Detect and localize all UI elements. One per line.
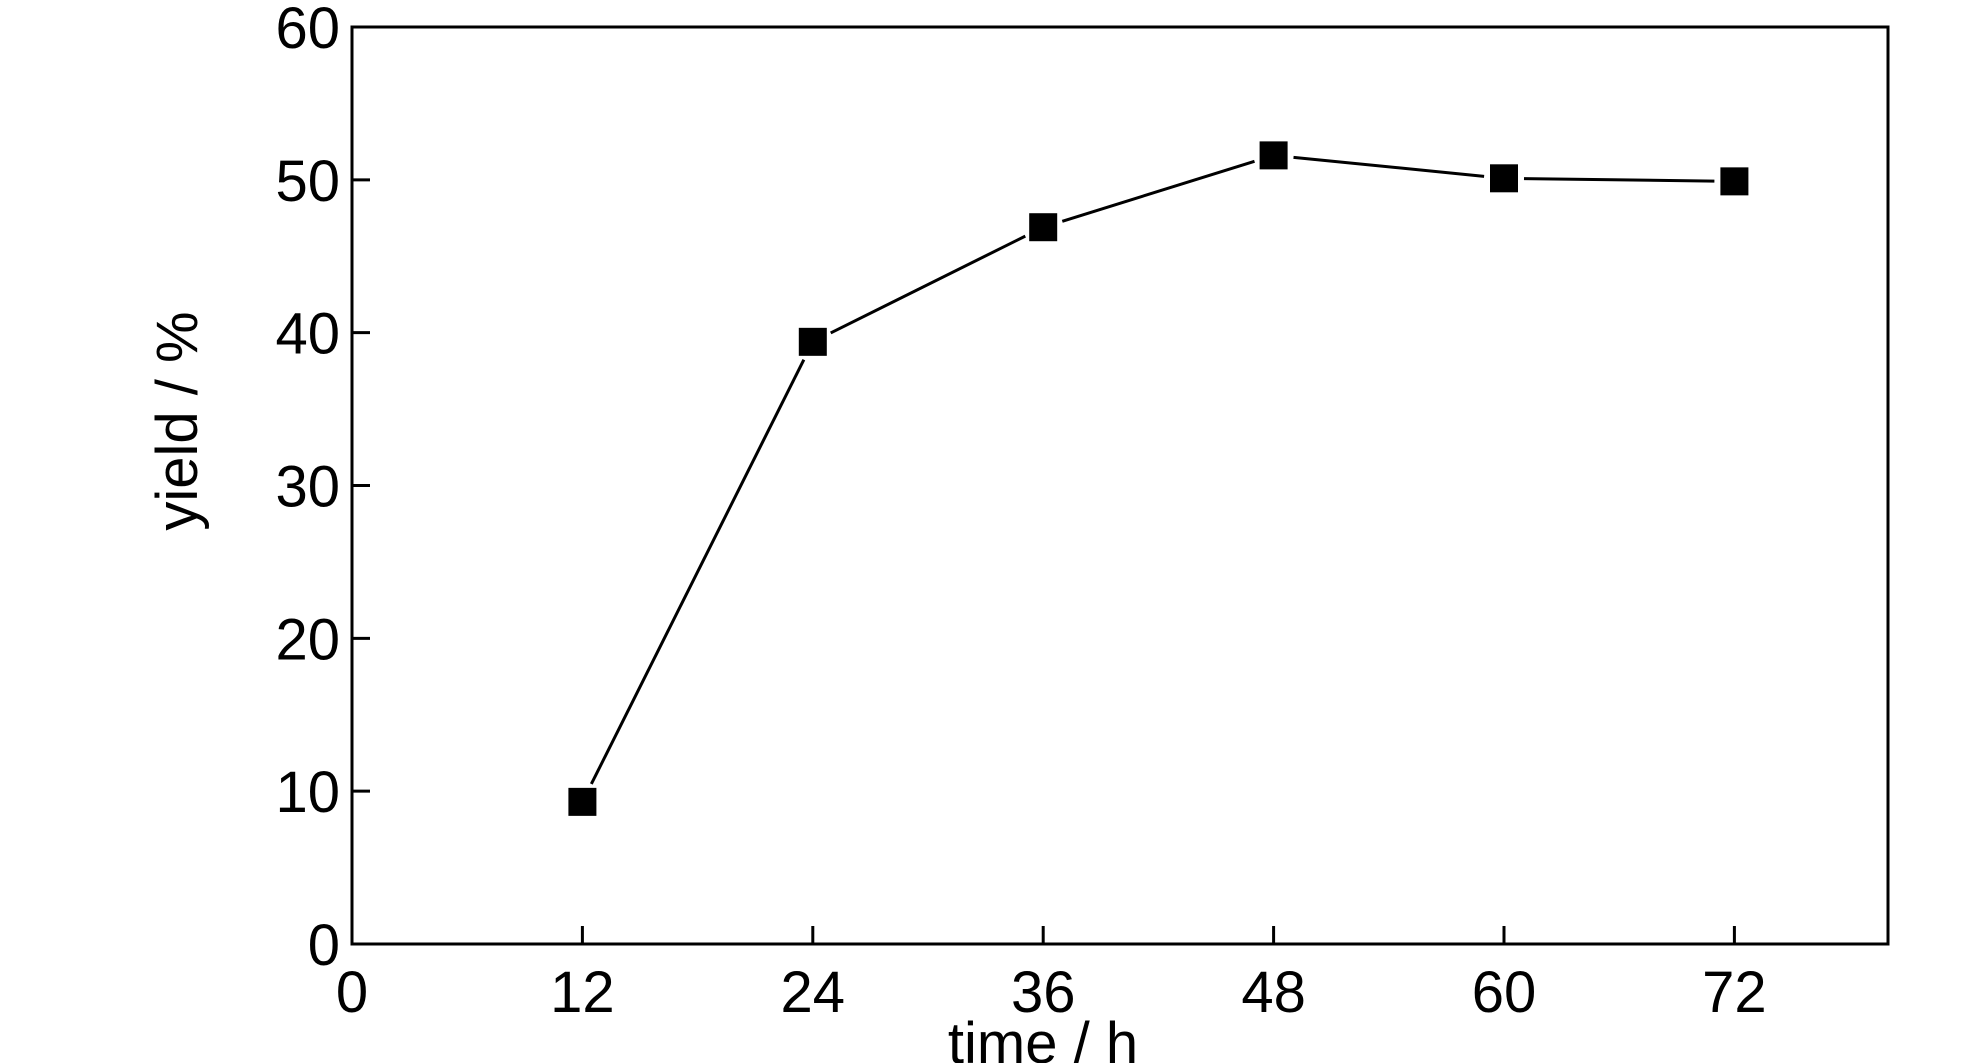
series-line-group [590,155,1715,785]
series-line-segment [1061,159,1255,223]
data-point-marker [1490,164,1518,193]
x-axis-label: time / h [948,1011,1138,1063]
y-tick-label: 0 [308,913,340,978]
x-axis: 0 12 24 36 48 60 72 [336,926,1767,1025]
x-tick-label: 60 [1472,960,1537,1025]
x-tick-label: 12 [550,960,615,1025]
data-point-marker [1259,141,1288,170]
y-tick-label: 20 [275,607,340,672]
data-point-marker [568,787,597,816]
y-tick-label: 40 [275,302,340,367]
y-tick-label: 50 [275,149,340,214]
y-axis: 0 10 20 30 40 50 60 [275,0,370,978]
y-tick-label: 60 [275,0,340,61]
data-point-marker [1720,167,1749,196]
series-marker-group [568,141,1749,816]
series-line-segment [830,234,1026,335]
x-tick-label: 36 [1011,960,1076,1025]
data-point-marker [1029,213,1058,242]
x-tick-label: 0 [336,960,368,1025]
x-tick-label: 48 [1241,960,1306,1025]
data-point-marker [798,327,827,356]
x-tick-label: 24 [781,960,846,1025]
y-tick-label: 10 [275,760,340,825]
series-line-segment [590,359,806,785]
x-tick-label: 72 [1702,960,1767,1025]
y-axis-label: yield / % [145,311,210,530]
series-line-segment [1293,155,1485,178]
series-line-segment [1523,177,1715,183]
y-tick-label: 30 [275,455,340,520]
